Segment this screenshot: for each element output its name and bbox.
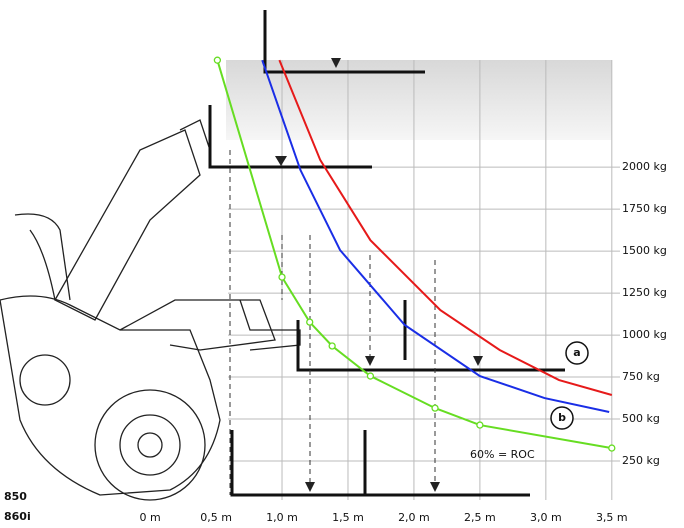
model: 850 xyxy=(4,490,27,503)
curve-point xyxy=(278,273,286,281)
curve-label: b xyxy=(558,411,566,424)
y-tick-label: 500 kg xyxy=(622,412,660,425)
y-tick-label: 1750 kg xyxy=(622,202,667,215)
x-tick-label: 0 m xyxy=(139,511,160,524)
load-curve xyxy=(261,59,610,413)
a-badge xyxy=(565,341,589,365)
curve-point xyxy=(476,421,484,429)
x-tick-label: 1,0 m xyxy=(266,511,298,524)
x-tick-label: 2,0 m xyxy=(398,511,430,524)
y-tick-label: 750 kg xyxy=(622,370,660,383)
y-tick-label: 1000 kg xyxy=(622,328,667,341)
load-curve xyxy=(278,59,613,396)
x-tick-label: 0,5 m xyxy=(200,511,232,524)
curve-point xyxy=(366,372,375,380)
x-tick-label: 3,5 m xyxy=(596,511,628,524)
y-tick-label: 1500 kg xyxy=(622,244,667,257)
load-curve xyxy=(216,59,612,450)
y-tick-label: 250 kg xyxy=(622,454,660,467)
curve-point xyxy=(608,444,616,452)
y-tick-label: 2000 kg xyxy=(622,160,667,173)
curve-point xyxy=(306,318,314,326)
curve-point xyxy=(328,342,336,350)
curve-label: 60% = ROC xyxy=(470,448,535,461)
x-tick-label: 3,0 m xyxy=(530,511,562,524)
model: 860i xyxy=(4,510,31,523)
curve-point xyxy=(431,404,439,412)
y-tick-label: 1250 kg xyxy=(622,286,667,299)
curve-point xyxy=(213,56,222,64)
x-tick-label: 2,5 m xyxy=(464,511,496,524)
b-badge xyxy=(550,406,574,430)
curve-label: a xyxy=(573,346,580,359)
machine xyxy=(0,10,565,501)
x-tick-label: 1,5 m xyxy=(332,511,364,524)
